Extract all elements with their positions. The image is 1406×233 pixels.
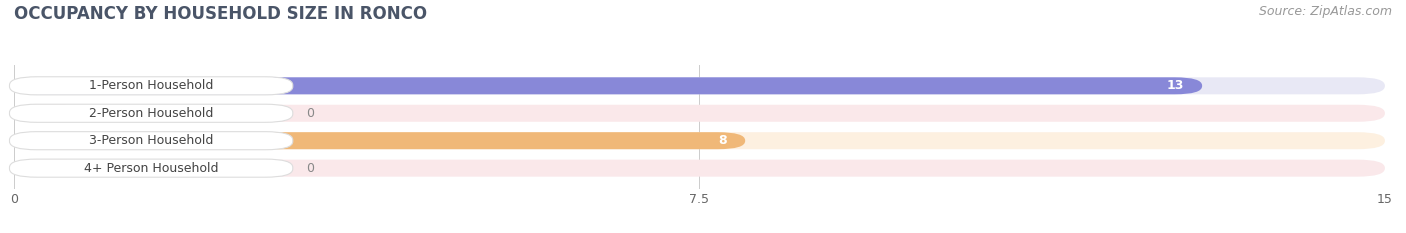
FancyBboxPatch shape [14, 105, 87, 122]
Text: Source: ZipAtlas.com: Source: ZipAtlas.com [1258, 5, 1392, 18]
FancyBboxPatch shape [10, 132, 292, 150]
FancyBboxPatch shape [14, 132, 1385, 149]
Text: 0: 0 [307, 162, 315, 175]
Text: 13: 13 [1167, 79, 1184, 92]
Text: 2-Person Household: 2-Person Household [89, 107, 214, 120]
FancyBboxPatch shape [14, 160, 87, 177]
Text: 4+ Person Household: 4+ Person Household [84, 162, 218, 175]
FancyBboxPatch shape [10, 159, 292, 177]
Text: 8: 8 [718, 134, 727, 147]
FancyBboxPatch shape [14, 132, 745, 149]
FancyBboxPatch shape [14, 77, 1202, 94]
FancyBboxPatch shape [10, 104, 292, 122]
FancyBboxPatch shape [14, 77, 1385, 94]
FancyBboxPatch shape [10, 77, 292, 95]
Text: 3-Person Household: 3-Person Household [89, 134, 214, 147]
Text: 1-Person Household: 1-Person Household [89, 79, 214, 92]
FancyBboxPatch shape [14, 105, 1385, 122]
Text: OCCUPANCY BY HOUSEHOLD SIZE IN RONCO: OCCUPANCY BY HOUSEHOLD SIZE IN RONCO [14, 5, 427, 23]
FancyBboxPatch shape [14, 160, 1385, 177]
Text: 0: 0 [307, 107, 315, 120]
